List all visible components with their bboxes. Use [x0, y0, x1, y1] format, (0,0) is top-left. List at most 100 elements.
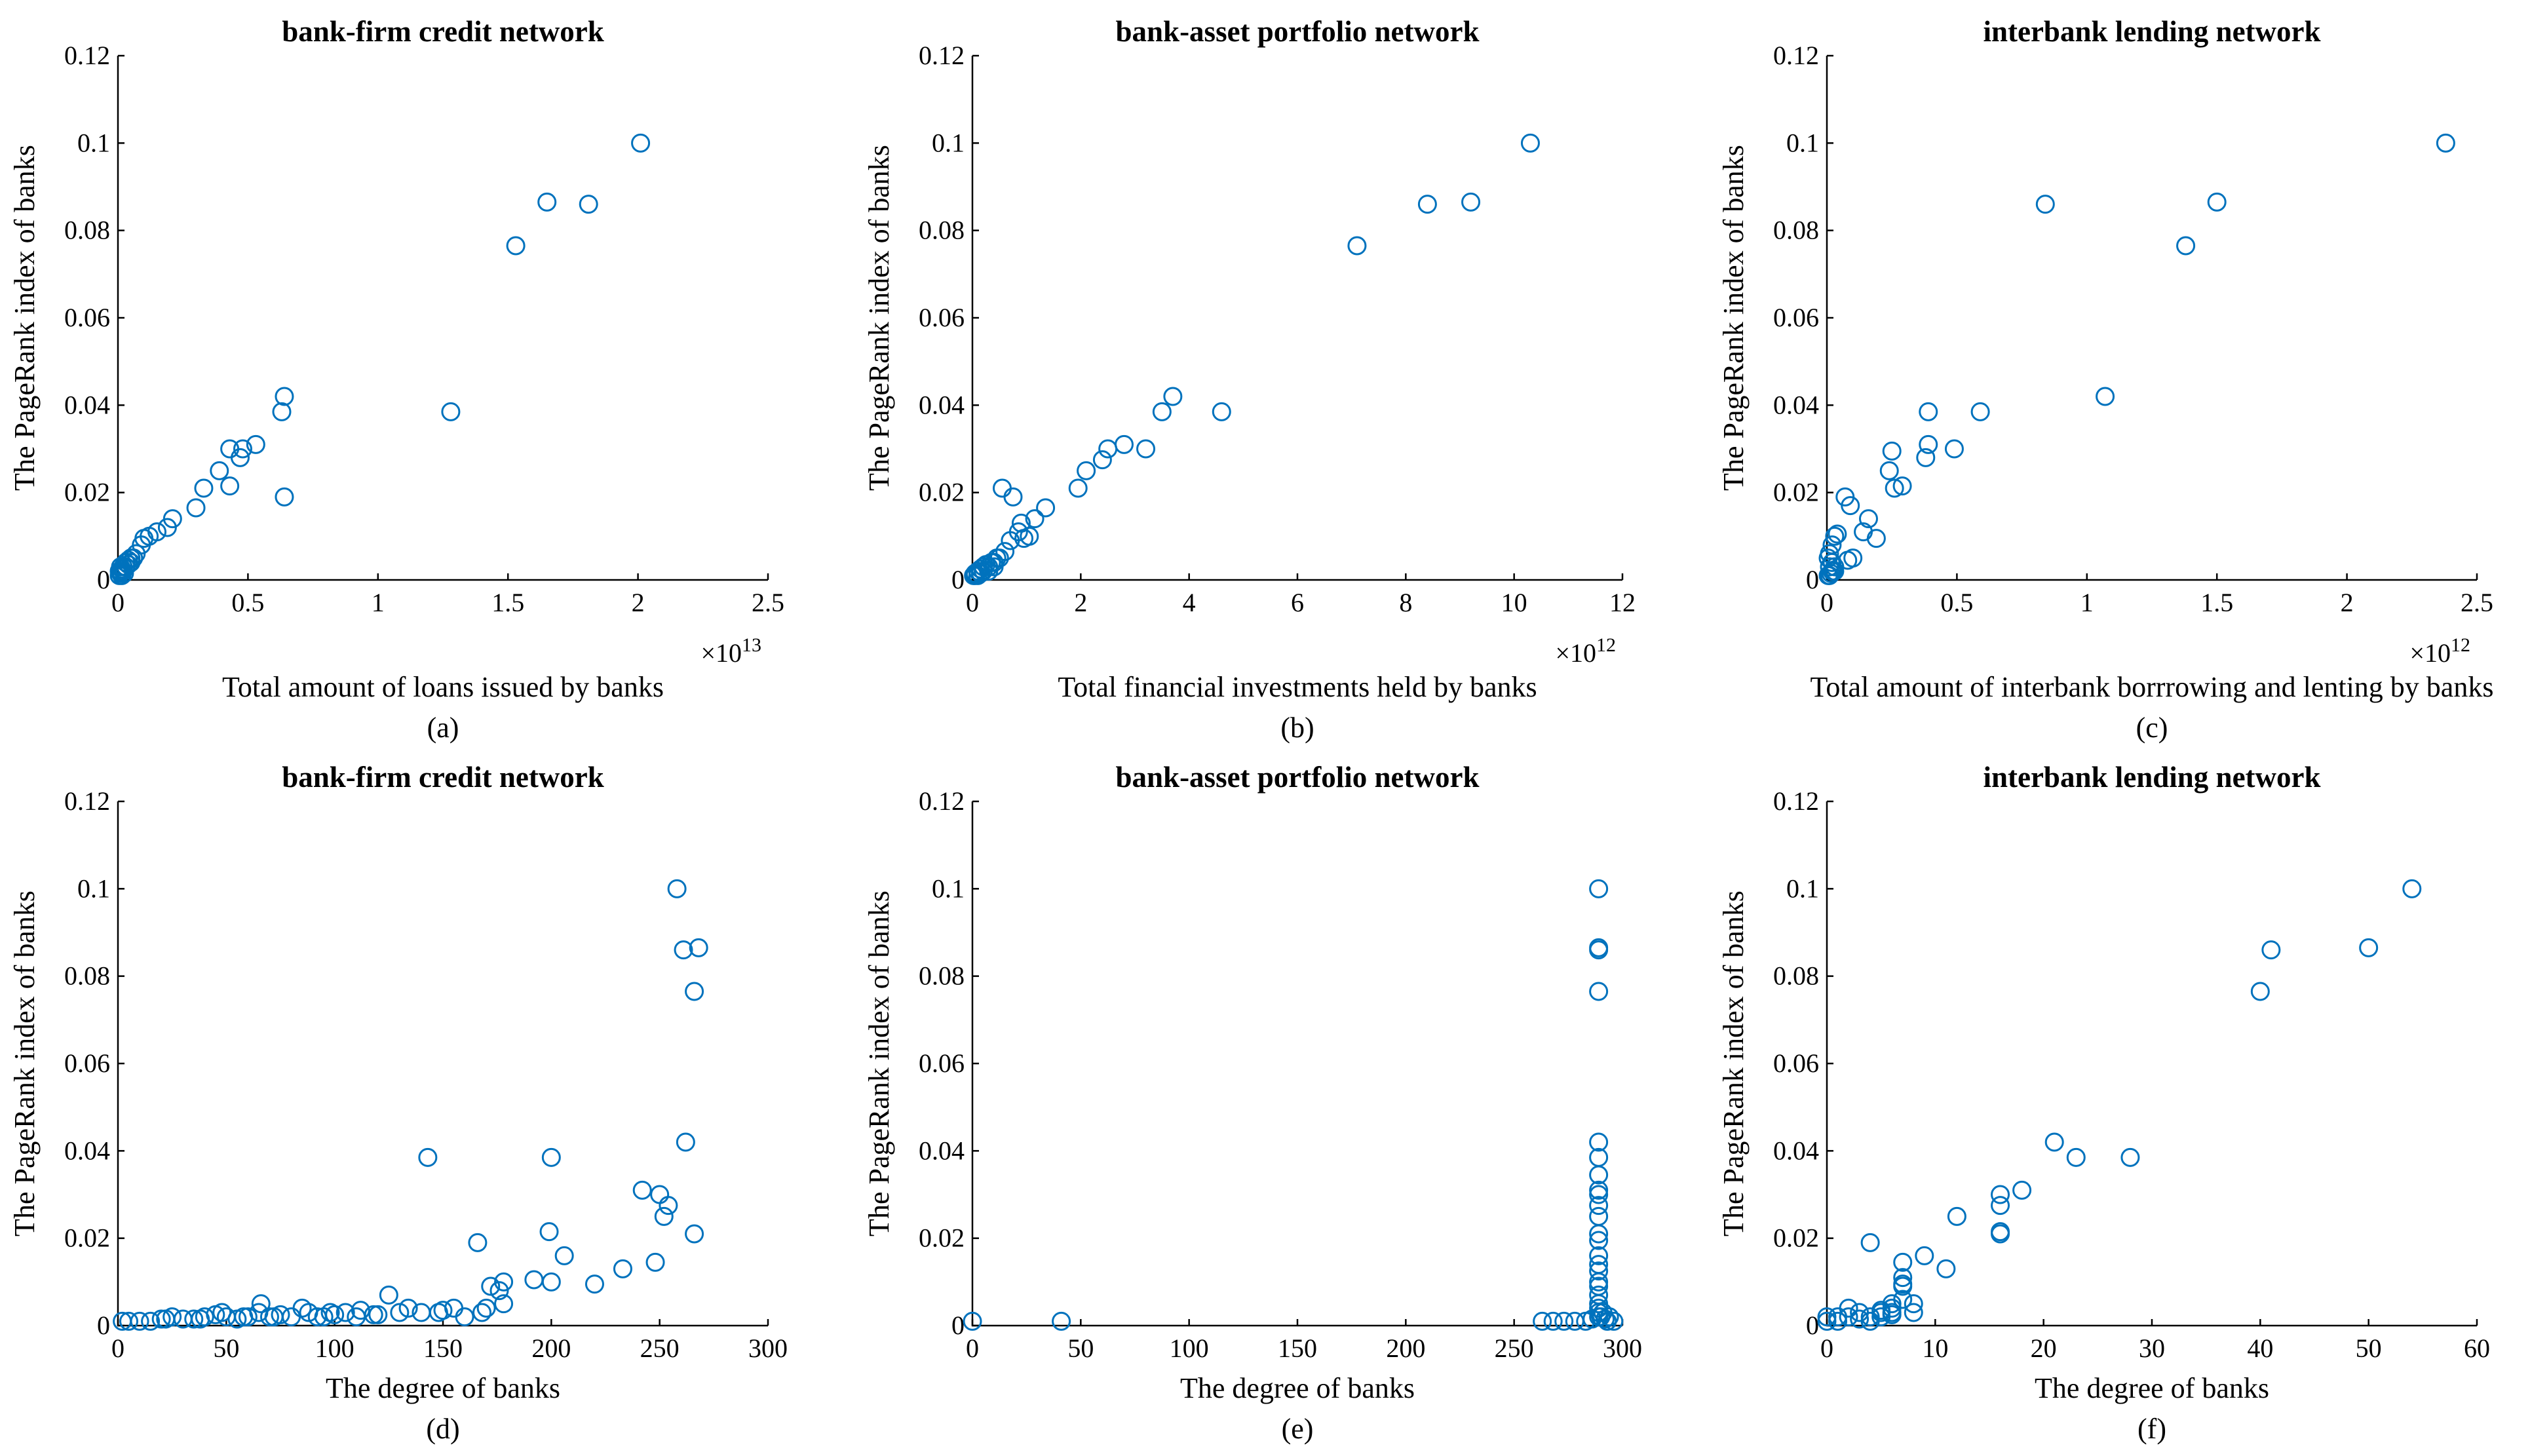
- data-point: [1882, 1305, 1902, 1324]
- y-tick-label: 0.06: [919, 303, 965, 332]
- data-point: [275, 487, 294, 507]
- data-point: [685, 1224, 704, 1244]
- x-tick-label: 0: [111, 588, 125, 617]
- x-axis-label: Total financial investments held by bank…: [1058, 671, 1537, 703]
- data-point: [194, 478, 214, 498]
- x-tick-label: 200: [531, 1333, 571, 1363]
- data-point: [1589, 982, 1609, 1001]
- panel-label: (a): [427, 712, 459, 744]
- y-tick-label: 0.06: [919, 1048, 965, 1078]
- x-tick-label: 200: [1386, 1333, 1425, 1363]
- data-point: [979, 562, 999, 581]
- y-tick-label: 0.08: [64, 961, 110, 991]
- x-tick-label: 6: [1291, 588, 1304, 617]
- data-point: [1011, 513, 1031, 533]
- data-point: [667, 879, 687, 898]
- data-point: [1025, 509, 1045, 529]
- x-exponent-label: ×1012: [1555, 634, 1616, 668]
- data-point: [1947, 1206, 1966, 1226]
- data-point: [476, 1298, 496, 1318]
- y-tick-label: 0.04: [64, 390, 110, 419]
- y-tick-label: 0.1: [932, 873, 965, 903]
- y-tick-label: 0.02: [64, 1223, 110, 1253]
- data-point: [1904, 1294, 1923, 1314]
- y-tick-label: 0: [1806, 1311, 1819, 1340]
- x-tick-label: 1: [372, 588, 385, 617]
- data-point: [1589, 1261, 1609, 1281]
- data-point: [1991, 1185, 2010, 1204]
- data-point: [1904, 1303, 1923, 1322]
- y-tick-label: 0.1: [77, 128, 110, 157]
- data-point: [494, 1272, 514, 1292]
- data-point: [1871, 1301, 1891, 1320]
- data-point: [2436, 133, 2455, 153]
- x-tick-label: 12: [1609, 588, 1636, 617]
- y-tick-label: 0.02: [1773, 478, 1819, 507]
- data-point: [307, 1307, 327, 1327]
- data-point: [2359, 938, 2379, 957]
- x-tick-label: 2: [632, 588, 645, 617]
- x-tick-label: 20: [2031, 1333, 2057, 1363]
- y-axis-label: The PageRank index of banks: [1717, 891, 1750, 1236]
- data-point: [674, 940, 693, 960]
- data-point: [234, 1307, 254, 1327]
- data-point: [418, 1147, 438, 1167]
- data-point: [1850, 1309, 1869, 1329]
- y-tick-label: 0.06: [1773, 1048, 1819, 1078]
- data-point: [1893, 1276, 1913, 1296]
- y-tick-label: 0.04: [919, 390, 965, 419]
- data-point: [184, 1309, 204, 1329]
- x-tick-label: 0: [111, 1333, 125, 1363]
- data-point: [541, 1147, 561, 1167]
- x-tick-label: 30: [2139, 1333, 2165, 1363]
- y-axis-label: The PageRank index of banks: [863, 891, 895, 1236]
- chart-title: bank-asset portfolio network: [1115, 15, 1479, 48]
- data-point: [1866, 529, 1886, 548]
- data-point: [212, 1303, 232, 1322]
- x-tick-label: 1: [2080, 588, 2094, 617]
- data-point: [650, 1185, 670, 1204]
- data-point: [1885, 478, 1904, 498]
- data-point: [1001, 531, 1020, 550]
- data-point: [368, 1305, 388, 1324]
- axes-frame: [117, 56, 768, 581]
- data-point: [613, 1259, 632, 1278]
- x-tick-label: 10: [1922, 1333, 1948, 1363]
- data-point: [472, 1303, 492, 1322]
- chart-title: interbank lending network: [1983, 15, 2320, 48]
- data-point: [689, 938, 708, 957]
- chart-title: interbank lending network: [1983, 761, 2320, 794]
- x-tick-label: 150: [423, 1333, 463, 1363]
- data-point: [1589, 1185, 1609, 1204]
- data-point: [210, 461, 229, 480]
- data-point: [351, 1301, 370, 1320]
- data-point: [1879, 461, 1899, 480]
- data-point: [1828, 1311, 1848, 1331]
- x-axis-label: Total amount of interbank borrrowing and…: [1811, 671, 2494, 703]
- x-tick-label: 0: [966, 1333, 979, 1363]
- data-point: [1820, 565, 1839, 585]
- data-point: [554, 1246, 574, 1265]
- data-point: [579, 195, 598, 214]
- data-point: [1936, 1259, 1956, 1278]
- y-tick-label: 0.08: [1773, 216, 1819, 245]
- y-tick-label: 0.12: [919, 41, 965, 70]
- data-point: [320, 1303, 340, 1322]
- y-tick-label: 0.08: [1773, 961, 1819, 991]
- panel-label: (b): [1280, 712, 1314, 744]
- data-point: [632, 1180, 652, 1200]
- x-tick-label: 2: [1074, 588, 1087, 617]
- data-point: [1589, 1196, 1609, 1216]
- data-point: [157, 518, 177, 537]
- data-point: [1919, 402, 1938, 421]
- data-point: [1944, 439, 1964, 459]
- data-point: [1991, 1224, 2010, 1244]
- data-point: [2044, 1132, 2064, 1152]
- y-tick-label: 0.02: [64, 478, 110, 507]
- axes-frame: [971, 56, 1622, 581]
- axes-frame: [1826, 56, 2477, 581]
- data-point: [1589, 1231, 1609, 1250]
- y-axis-label: The PageRank index of banks: [9, 145, 41, 491]
- x-axis-label: Total amount of loans issued by banks: [222, 671, 664, 703]
